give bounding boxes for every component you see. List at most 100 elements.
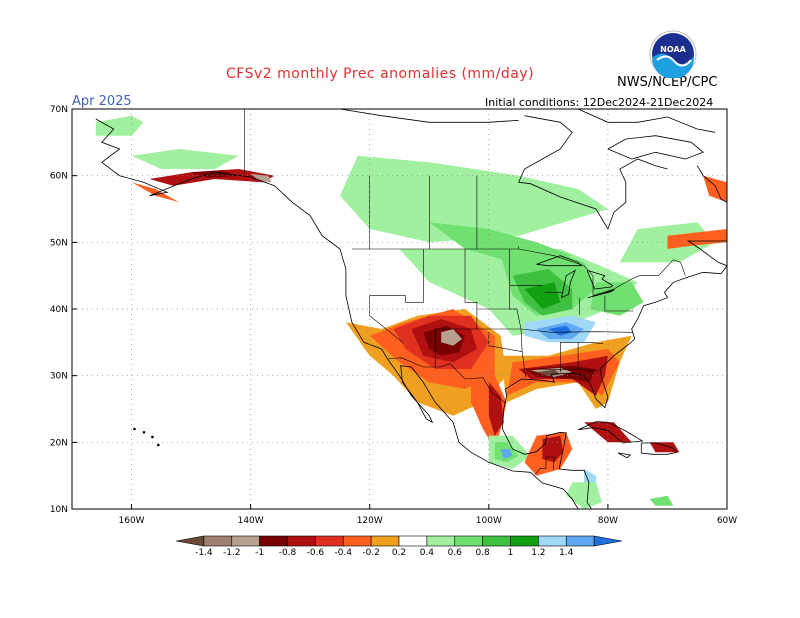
colorbar-swatch [593, 535, 623, 547]
lon-label: 120W [357, 516, 383, 526]
colorbar-swatch [175, 535, 205, 547]
anomaly-region [548, 325, 573, 336]
coastline [518, 158, 668, 230]
anomaly-region [536, 369, 561, 377]
anomaly-region [441, 329, 462, 346]
colorbar-swatch [231, 535, 260, 547]
lat-label: 70N [50, 105, 68, 115]
lat-label: 30N [50, 372, 68, 382]
colorbar-tick-label: -1 [255, 548, 264, 558]
boundary [488, 332, 523, 352]
island [157, 443, 160, 447]
coastline [339, 109, 519, 123]
colorbar-tick-label: 1 [508, 548, 514, 558]
coastline [586, 269, 614, 290]
chart-title: CFSv2 monthly Prec anomalies (mm/day) [226, 66, 535, 82]
colorbar-swatch [565, 535, 595, 547]
colorbar-tick-label: 0.6 [448, 548, 463, 558]
coastlines [95, 109, 727, 509]
lat-label: 20N [50, 438, 68, 448]
lat-label: 10N [50, 505, 68, 515]
colorbar-swatch [426, 535, 456, 547]
lat-label: 60N [50, 172, 68, 182]
anomaly-region [500, 449, 513, 459]
coastline [577, 421, 644, 444]
colorbar-swatch [398, 535, 428, 547]
lat-label: 50N [50, 238, 68, 248]
boundary [604, 295, 634, 312]
colorbar-swatch [370, 535, 400, 547]
coastline [536, 255, 582, 267]
lon-label: 80W [598, 516, 618, 526]
boundary [509, 249, 526, 378]
coastline [640, 442, 678, 455]
anomaly-region [590, 282, 644, 316]
coastline [502, 395, 593, 509]
boundary [560, 342, 604, 344]
anomaly-region [566, 482, 602, 509]
colorbar-swatch [259, 535, 288, 547]
colorbar: -1.4 -1.2 -1 -0.8 -0.6 -0.4 -0.2 0.2 0.4 0.6 0.8 1 1… [175, 535, 623, 558]
colorbar-tick-label: 1.4 [559, 548, 574, 558]
lon-label: 160W [119, 516, 145, 526]
graticule [72, 108, 728, 510]
boundary [369, 249, 424, 343]
boundary [518, 248, 686, 297]
lat-label: 40N [50, 305, 68, 315]
colorbar-swatch [287, 535, 316, 547]
lon-label: 140W [238, 516, 264, 526]
anomaly-region [703, 175, 727, 203]
credit-label: NWS/NCEP/CPC [617, 75, 718, 90]
latitude-labels: 70N 60N 50N 40N 30N 20N 10N [50, 105, 68, 515]
colorbar-tick-label: -1.2 [223, 548, 241, 558]
coastline [617, 452, 632, 459]
anomaly-region [584, 422, 632, 443]
colorbar-tick-label: 0.2 [392, 548, 406, 558]
boundary [434, 249, 478, 367]
logo-text: NOAA [660, 45, 686, 54]
colorbar-swatch [538, 535, 567, 547]
colorbar-tick-label: -0.2 [362, 548, 380, 558]
colorbar-swatch [203, 535, 233, 547]
colorbar-tick-label: -0.8 [279, 548, 297, 558]
boundary [387, 357, 506, 404]
anomaly-shading [95, 115, 727, 509]
noaa-logo-icon: NOAA [649, 30, 697, 78]
boundary [535, 456, 555, 475]
island [142, 431, 146, 434]
anomaly-region [649, 495, 674, 506]
anomaly-region [131, 182, 180, 203]
boundary [538, 368, 600, 372]
forecast-month-label: Apr 2025 [72, 94, 132, 109]
island [151, 435, 154, 439]
boundary [552, 456, 555, 470]
colorbar-tick-label: -0.6 [307, 548, 325, 558]
lon-label: 100W [476, 516, 502, 526]
colorbar-tick-label: 1.2 [531, 548, 545, 558]
anomaly-region [131, 149, 239, 169]
colorbar-tick-label: 0.4 [420, 548, 435, 558]
coastline [577, 109, 716, 133]
anomaly-region [667, 229, 727, 249]
coastline [607, 135, 704, 160]
island [133, 427, 136, 431]
longitude-labels: 160W 140W 120W 100W 80W 60W [119, 516, 738, 526]
anomaly-region [524, 282, 561, 309]
boundary [476, 328, 633, 333]
colorbar-tick-label: -0.4 [334, 548, 352, 558]
map-frame [71, 108, 728, 510]
colorbar-swatch [510, 535, 539, 547]
coastline [518, 115, 573, 183]
anomaly-region [488, 382, 504, 436]
colorbar-swatch [315, 535, 344, 547]
colorbar-swatch [342, 535, 372, 547]
coastline [505, 165, 727, 409]
colorbar-swatch [482, 535, 511, 547]
lon-label: 60W [717, 516, 737, 526]
coastline [561, 269, 577, 299]
colorbar-tick-label: 0.8 [475, 548, 490, 558]
coastline [587, 289, 615, 299]
anomaly-region [340, 155, 608, 243]
anomaly-region [649, 442, 680, 453]
